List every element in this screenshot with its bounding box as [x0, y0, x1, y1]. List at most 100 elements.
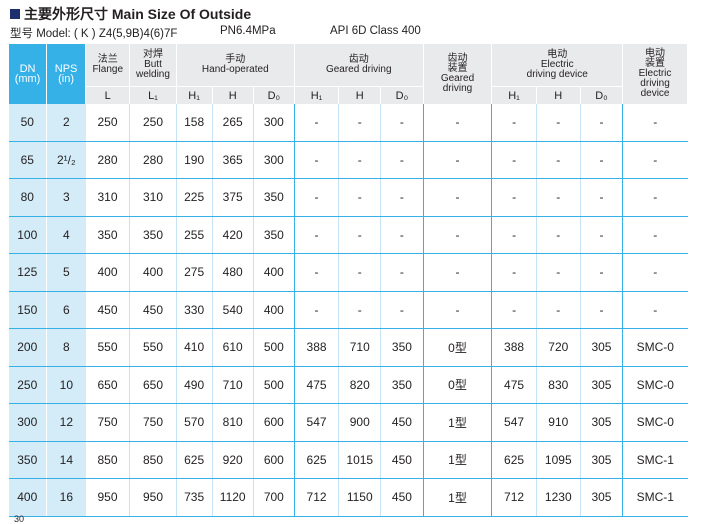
table-cell: 0型: [422, 366, 492, 404]
table-cell: 547: [293, 403, 339, 442]
sub-header: L: [85, 86, 131, 104]
table-cell: 375: [211, 178, 254, 217]
table-cell: 310: [85, 178, 130, 217]
table-cell: 365: [211, 141, 254, 179]
model-label: 型号 Model: ( K ) Z4(5,9B)4(6)7F: [10, 28, 178, 40]
table-cell: -: [380, 216, 424, 254]
page-number: 30: [14, 514, 25, 524]
sub-header: H: [338, 86, 382, 104]
table-cell: 400: [252, 291, 295, 329]
table-cell: -: [380, 253, 424, 292]
table-cell: -: [338, 291, 381, 329]
table-cell: 65: [8, 141, 47, 179]
table-cell: 3: [46, 178, 86, 217]
table-cell: 6: [46, 291, 86, 329]
table-cell: 1230: [535, 478, 581, 517]
table-row: 65 2¹/₂ 280 280 190 365 300- - - - - - - -: [8, 141, 688, 179]
table-cell: -: [579, 216, 623, 254]
table-cell: 190: [175, 141, 213, 179]
table-cell: -: [380, 291, 424, 329]
table-cell: -: [293, 291, 339, 329]
table-cell: SMC-1: [622, 441, 688, 479]
table-cell: -: [338, 216, 381, 254]
table-cell: 350: [380, 366, 424, 404]
table-cell: 712: [491, 478, 537, 517]
table-cell: -: [491, 291, 537, 329]
sub-header: D₀: [252, 86, 295, 104]
table-cell: -: [380, 141, 424, 179]
pressure-label: PN6.4MPa: [220, 25, 276, 37]
table-cell: 0型: [422, 328, 492, 367]
electric-device-header: 电动 装置 Electric driving device: [622, 44, 688, 104]
table-cell: -: [535, 104, 581, 142]
table-row: 250 10 650 650 490 710 500 475 820 350 0型 475 830 305…: [8, 366, 688, 404]
table-row: 300 12 750 750 570 810 600 547 900 450 1型 547 910 305…: [8, 403, 688, 442]
size-table: DN (mm) NPS (in) 法兰 Flange 对焊 Butt welding 手动…: [7, 44, 688, 517]
table-cell: 12: [46, 403, 86, 442]
table-cell: 1型: [422, 478, 492, 517]
geared-device-header: 齿动 装置 Geared driving: [422, 44, 493, 104]
table-cell: -: [579, 178, 623, 217]
sub-header: H₁: [491, 86, 537, 104]
table-cell: -: [535, 141, 581, 179]
table-cell: 350: [129, 216, 177, 254]
standard-label: API 6D Class 400: [330, 25, 421, 37]
table-cell: -: [579, 104, 623, 142]
table-cell: -: [491, 216, 537, 254]
table-cell: 100: [8, 216, 47, 254]
table-cell: 850: [129, 441, 177, 479]
sub-header: H₁: [175, 86, 213, 104]
table-row: 150 6 450 450 330 540 400- - - - - - - -: [8, 291, 688, 329]
table-cell: 550: [85, 328, 130, 367]
table-cell: -: [338, 178, 381, 217]
table-cell: -: [579, 291, 623, 329]
table-cell: 265: [211, 104, 254, 142]
table-cell: 150: [8, 291, 47, 329]
table-cell: 710: [338, 328, 381, 367]
dn-header: DN (mm): [7, 44, 48, 104]
sub-header: H: [535, 86, 581, 104]
table-cell: 305: [579, 403, 623, 442]
table-cell: 550: [129, 328, 177, 367]
sub-header: D₀: [380, 86, 424, 104]
table-cell: 80: [8, 178, 47, 217]
table-cell: 650: [129, 366, 177, 404]
table-cell: 625: [491, 441, 537, 479]
table-cell: -: [491, 141, 537, 179]
table-cell: 255: [175, 216, 213, 254]
table-cell: -: [622, 216, 688, 254]
table-cell: 14: [46, 441, 86, 479]
table-cell: 280: [129, 141, 177, 179]
table-cell: 305: [579, 328, 623, 367]
table-cell: -: [535, 253, 581, 292]
table-cell: 350: [8, 441, 47, 479]
table-cell: 8: [46, 328, 86, 367]
sub-header: D₀: [579, 86, 624, 104]
table-cell: -: [422, 291, 492, 329]
table-cell: 388: [293, 328, 339, 367]
page-title: 主要外形尺寸 Main Size Of Outside: [24, 6, 252, 22]
table-cell: 5: [46, 253, 86, 292]
table-cell: SMC-0: [622, 366, 688, 404]
table-cell: 10: [46, 366, 86, 404]
table-cell: -: [422, 141, 492, 179]
title-square-icon: [10, 9, 20, 19]
table-cell: 400: [85, 253, 130, 292]
table-cell: -: [491, 253, 537, 292]
table-cell: 950: [85, 478, 130, 517]
table-cell: 330: [175, 291, 213, 329]
table-cell: -: [491, 104, 537, 142]
table-cell: 300: [8, 403, 47, 442]
table-cell: 480: [211, 253, 254, 292]
table-row: 350 14 850 850 625 920 600 625 1015 450 1型 625 1095 3…: [8, 441, 688, 479]
table-cell: 710: [211, 366, 254, 404]
butt-welding-header: 对焊 Butt welding: [129, 44, 177, 87]
table-cell: -: [338, 141, 381, 179]
table-cell: 570: [175, 403, 213, 442]
table-cell: 305: [579, 478, 623, 517]
table-row: 400 16 950 950 735 1120 700 712 1150 450 1型 712 1230…: [8, 478, 688, 517]
table-cell: 400: [8, 478, 47, 517]
table-cell: 280: [85, 141, 130, 179]
table-cell: 600: [252, 403, 295, 442]
title-bar: 主要外形尺寸 Main Size Of Outside: [10, 5, 251, 23]
